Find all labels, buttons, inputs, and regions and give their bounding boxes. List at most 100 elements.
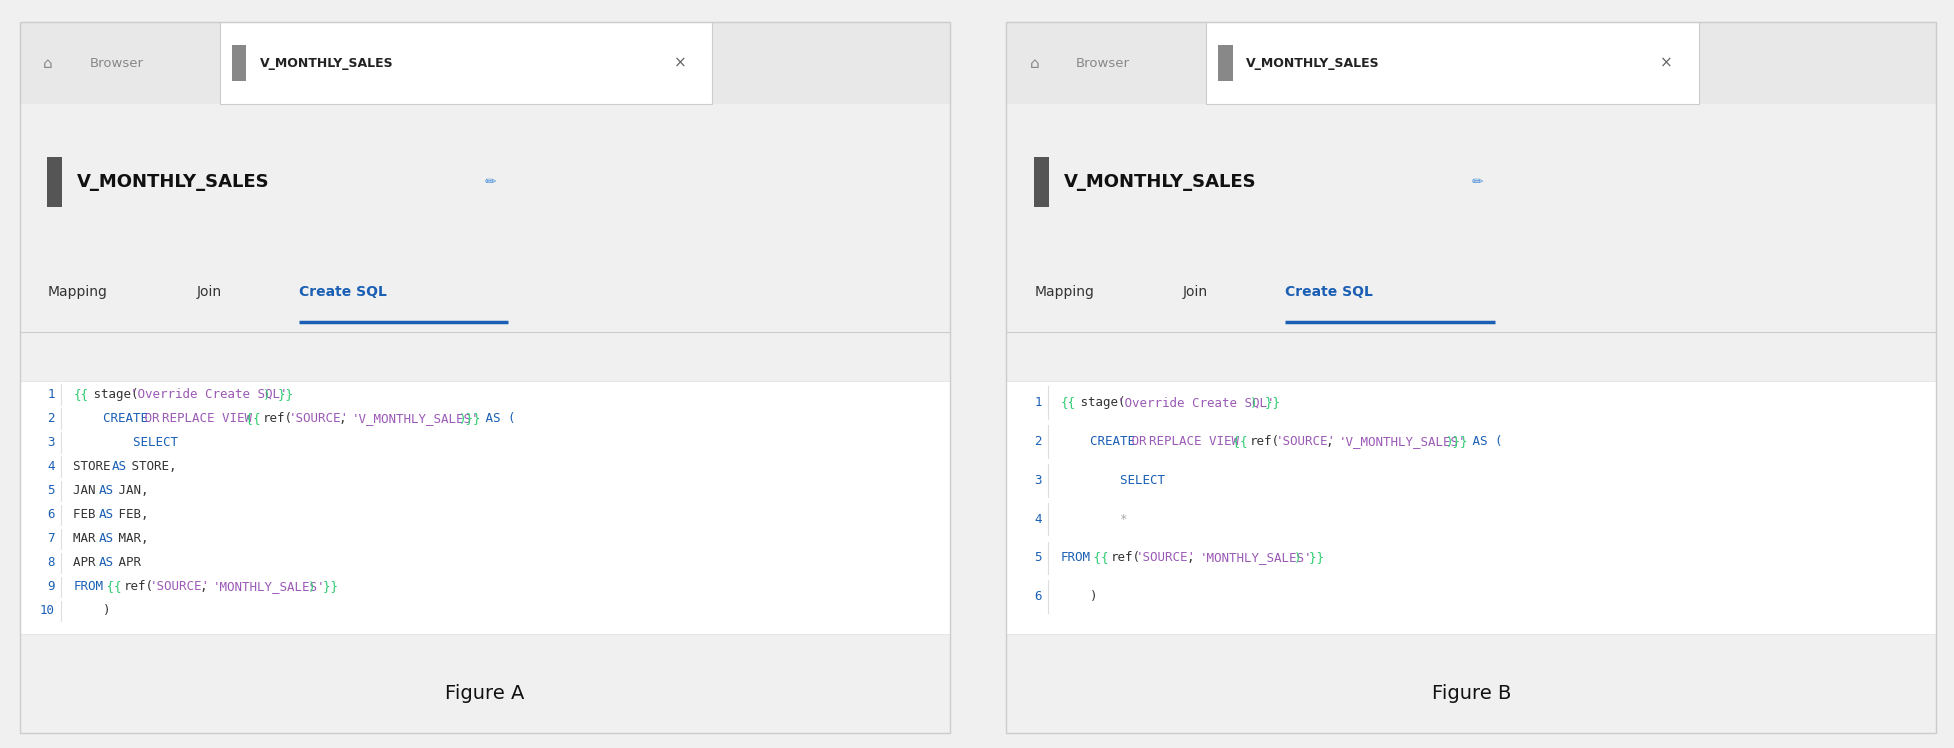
Text: SELECT: SELECT (1061, 473, 1165, 487)
Text: 6: 6 (47, 508, 55, 521)
Text: 3: 3 (47, 436, 55, 449)
Text: 'SOURCE': 'SOURCE' (1276, 435, 1335, 448)
Text: JAN,: JAN, (111, 484, 149, 497)
Text: V_MONTHLY_SALES: V_MONTHLY_SALES (1065, 174, 1256, 191)
Text: 8: 8 (47, 557, 55, 569)
Text: ) }}: ) }} (1294, 551, 1325, 565)
Text: stage(: stage( (1073, 396, 1126, 409)
Text: AS: AS (100, 508, 113, 521)
Text: Figure A: Figure A (446, 684, 524, 703)
Text: 9: 9 (47, 580, 55, 593)
Text: REPLACE VIEW: REPLACE VIEW (162, 412, 252, 425)
Text: STORE: STORE (74, 460, 119, 473)
Text: FEB,: FEB, (111, 508, 149, 521)
Bar (1006, 381, 1936, 634)
Bar (1034, 158, 1049, 207)
Text: 4: 4 (1034, 512, 1041, 526)
Text: FROM: FROM (74, 580, 104, 593)
Text: 'SOURCE': 'SOURCE' (149, 580, 209, 593)
Text: AS (: AS ( (479, 412, 516, 425)
Text: ) }}: ) }} (264, 388, 293, 401)
Text: Mapping: Mapping (1034, 286, 1094, 299)
Text: AS: AS (100, 484, 113, 497)
Text: V_MONTHLY_SALES: V_MONTHLY_SALES (78, 174, 270, 191)
Text: 'SOURCE': 'SOURCE' (1135, 551, 1196, 565)
Text: 'Override Create SQL': 'Override Create SQL' (131, 388, 287, 401)
Text: 1: 1 (1034, 396, 1041, 409)
Bar (47, 158, 63, 207)
Bar (233, 46, 246, 82)
Text: ,: , (340, 412, 354, 425)
Text: ref(: ref( (125, 580, 154, 593)
Text: stage(: stage( (86, 388, 139, 401)
Text: Browser: Browser (1077, 57, 1129, 70)
Text: ⌂: ⌂ (43, 56, 53, 71)
Text: *: * (1061, 512, 1127, 526)
Text: ref(: ref( (1251, 435, 1280, 448)
Text: APR: APR (74, 557, 104, 569)
Text: 2: 2 (47, 412, 55, 425)
Text: {{: {{ (1086, 551, 1116, 565)
Text: 7: 7 (47, 532, 55, 545)
Text: 'MONTHLY_SALES': 'MONTHLY_SALES' (213, 580, 324, 593)
Text: FROM: FROM (1061, 551, 1090, 565)
Text: {{: {{ (238, 412, 268, 425)
Text: AS: AS (100, 557, 113, 569)
Text: ) }}: ) }} (1251, 396, 1280, 409)
Text: CREATE: CREATE (1061, 435, 1135, 448)
Text: Figure B: Figure B (1432, 684, 1510, 703)
Text: OR: OR (1124, 435, 1153, 448)
Text: {{: {{ (100, 580, 129, 593)
Bar (20, 381, 950, 634)
Text: APR: APR (111, 557, 141, 569)
Text: CREATE: CREATE (74, 412, 149, 425)
Text: 'V_MONTHLY_SALES': 'V_MONTHLY_SALES' (1338, 435, 1466, 448)
Text: )}}: )}} (1446, 435, 1469, 448)
Text: ×: × (674, 56, 686, 71)
Text: ⌂: ⌂ (1030, 56, 1040, 71)
Text: ) }}: ) }} (307, 580, 338, 593)
Text: ): ) (74, 604, 111, 617)
Bar (219, 22, 713, 104)
Text: Join: Join (195, 286, 221, 299)
Text: ,: , (1186, 551, 1202, 565)
Text: 3: 3 (1034, 473, 1041, 487)
Text: ): ) (1061, 590, 1098, 603)
Text: 6: 6 (1034, 590, 1041, 603)
Text: ✏: ✏ (1471, 175, 1483, 189)
Text: ,: , (199, 580, 215, 593)
Text: MAR,: MAR, (111, 532, 149, 545)
Bar (1053, 501, 1927, 538)
Text: Join: Join (1182, 286, 1208, 299)
Text: AS: AS (100, 532, 113, 545)
Text: {{: {{ (1225, 435, 1254, 448)
Text: REPLACE VIEW: REPLACE VIEW (1149, 435, 1239, 448)
Text: Browser: Browser (90, 57, 143, 70)
Text: ref(: ref( (1112, 551, 1141, 565)
Text: STORE,: STORE, (125, 460, 176, 473)
Text: {{: {{ (1061, 396, 1075, 409)
Text: Create SQL: Create SQL (1286, 286, 1374, 299)
Text: MAR: MAR (74, 532, 104, 545)
Text: 'V_MONTHLY_SALES': 'V_MONTHLY_SALES' (352, 412, 479, 425)
Text: Create SQL: Create SQL (299, 286, 387, 299)
Text: 10: 10 (39, 604, 55, 617)
Text: ✏: ✏ (485, 175, 496, 189)
Text: ref(: ref( (264, 412, 293, 425)
Bar (1006, 22, 1936, 104)
Text: Mapping: Mapping (47, 286, 107, 299)
Text: V_MONTHLY_SALES: V_MONTHLY_SALES (1247, 57, 1380, 70)
Text: {{: {{ (74, 388, 88, 401)
Text: AS: AS (111, 460, 127, 473)
Text: 'MONTHLY_SALES': 'MONTHLY_SALES' (1200, 551, 1311, 565)
Text: V_MONTHLY_SALES: V_MONTHLY_SALES (260, 57, 393, 70)
Text: AS (: AS ( (1466, 435, 1503, 448)
Text: ,: , (1327, 435, 1340, 448)
Bar (1219, 46, 1233, 82)
Text: ×: × (1661, 56, 1673, 71)
Text: OR: OR (137, 412, 166, 425)
Bar (1006, 22, 1206, 104)
Bar (20, 22, 219, 104)
Text: FEB: FEB (74, 508, 104, 521)
Text: 1: 1 (47, 388, 55, 401)
